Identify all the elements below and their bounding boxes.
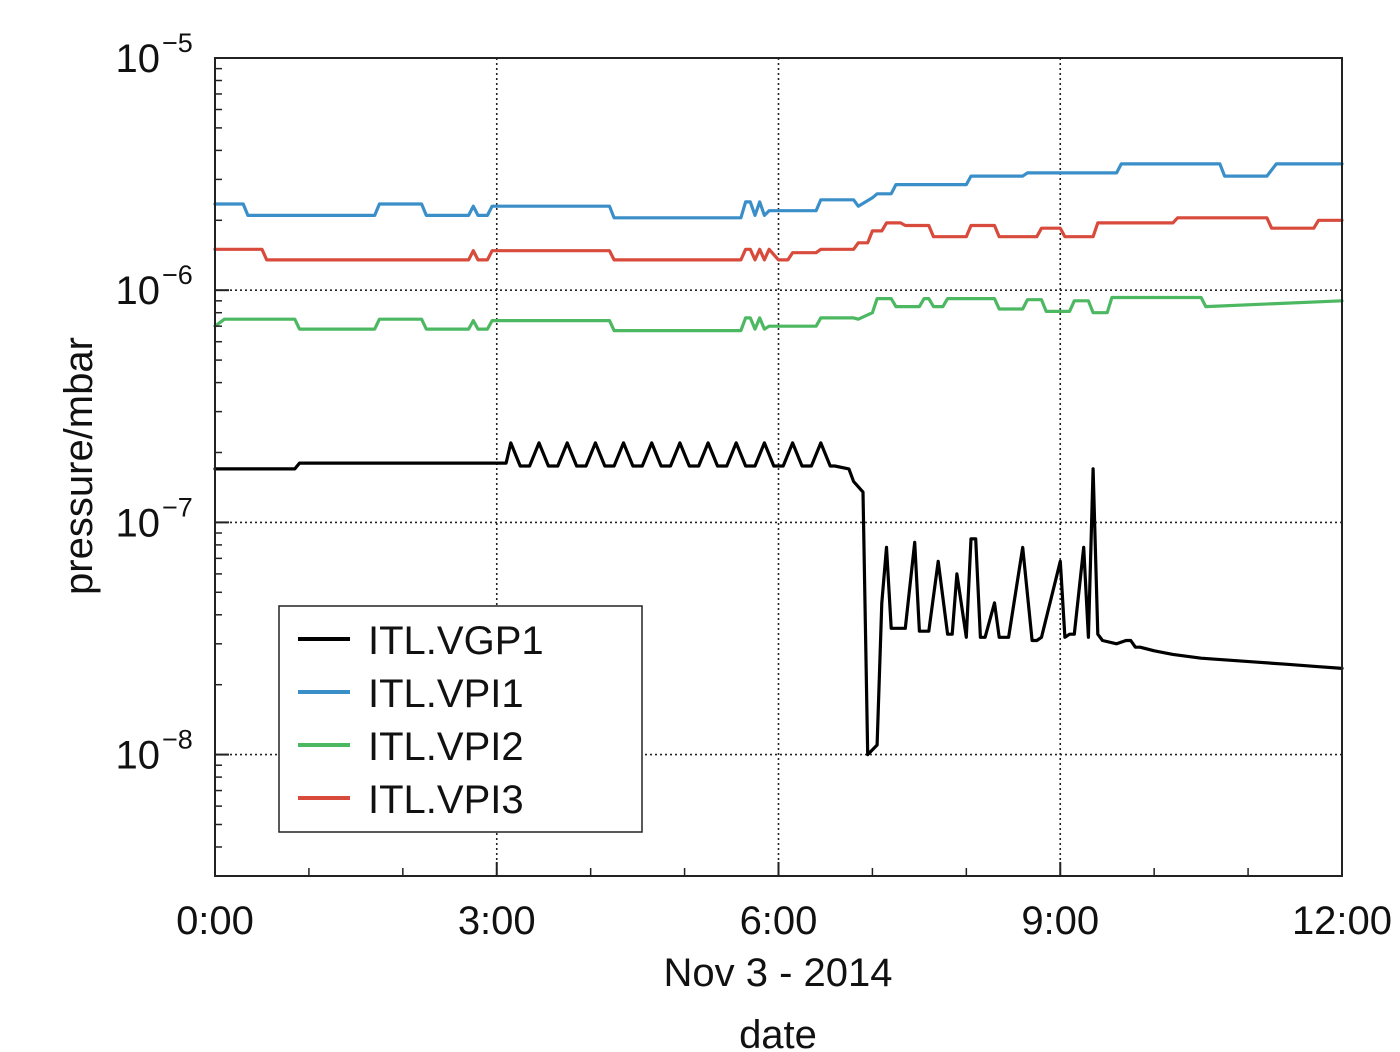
y-tick-label: 10 [116,734,161,778]
legend-box [278,605,643,833]
x-axis-secondary-label: Nov 3 - 2014 [663,951,892,995]
y-tick-exponent: −5 [162,28,193,58]
y-tick-label: 10 [116,37,161,81]
legend-label-vpi2: ITL.VPI2 [368,725,524,769]
series-line-itl-vgp1 [213,441,1344,757]
x-tick-label: 3:00 [458,899,536,943]
legend-label-vpi3: ITL.VPI3 [368,778,524,822]
x-tick-label: 0:00 [176,899,254,943]
legend: ITL.VGP1 ITL.VPI1 ITL.VPI2 ITL.VPI3 [278,605,643,833]
y-tick-exponent: −7 [162,492,193,522]
x-axis-title: date [739,1013,817,1052]
series-line-itl-vpi3 [213,216,1344,262]
x-tick-label: 6:00 [740,899,818,943]
series-lines [213,162,1344,757]
x-tick-label: 9:00 [1021,899,1099,943]
y-axis-ticks: 10−510−610−710−8 [116,28,229,877]
series-line-itl-vpi1 [213,162,1344,220]
legend-label-vgp1: ITL.VGP1 [368,619,544,663]
legend-label-vpi1: ITL.VPI1 [368,672,524,716]
y-tick-label: 10 [116,269,161,313]
x-tick-label: 12:00 [1292,899,1392,943]
series-line-itl-vpi2 [213,295,1344,333]
y-tick-exponent: −8 [162,725,193,755]
y-tick-label: 10 [116,501,161,545]
y-axis-title: pressure/mbar [57,337,101,595]
y-tick-exponent: −6 [162,260,193,290]
x-axis-ticks: 0:00 3:00 6:00 9:00 12:00 [176,862,1392,943]
